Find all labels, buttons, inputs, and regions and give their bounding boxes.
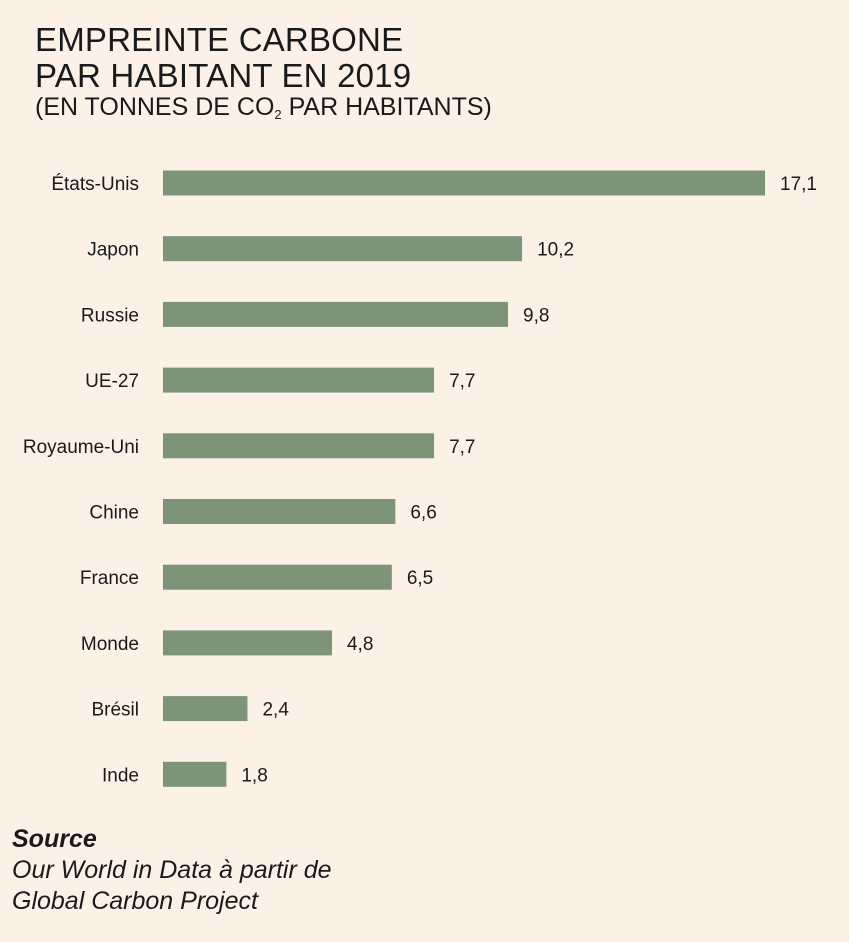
category-label-6: France — [80, 568, 139, 589]
category-label-8: Brésil — [91, 700, 139, 721]
source-note: Source Our World in Data à partir de Glo… — [12, 824, 332, 917]
value-label-2: 9,8 — [523, 305, 549, 326]
category-label-5: Chine — [89, 503, 139, 524]
bar-0 — [163, 170, 765, 196]
chart-title: EMPREINTE CARBONE PAR HABITANT EN 2019 — [35, 22, 411, 94]
subtitle-subscript: 2 — [274, 107, 282, 122]
chart-title-line-1: EMPREINTE CARBONE — [35, 21, 404, 58]
category-label-1: Japon — [87, 240, 139, 261]
bar-3 — [163, 367, 435, 393]
bar-6 — [163, 564, 392, 590]
value-label-8: 2,4 — [262, 700, 289, 721]
value-label-3: 7,7 — [449, 371, 475, 392]
bar-8 — [163, 696, 248, 722]
bar-5 — [163, 499, 396, 524]
category-label-9: Inde — [102, 765, 139, 786]
bar-4 — [163, 433, 435, 459]
chart-subtitle: (EN TONNES DE CO2 PAR HABITANTS) — [35, 92, 492, 130]
bar-9 — [163, 761, 227, 787]
bar-2 — [163, 301, 509, 327]
value-label-6: 6,5 — [407, 568, 433, 589]
value-label-9: 1,8 — [241, 765, 267, 786]
source-heading: Source — [12, 825, 97, 853]
value-label-7: 4,8 — [347, 634, 373, 655]
category-label-2: Russie — [81, 305, 139, 326]
chart-title-line-2: PAR HABITANT EN 2019 — [35, 57, 412, 94]
bar-1 — [163, 236, 523, 262]
bar-chart: États-Unis 17,1 Japon 10,2 Russie 9,8 UE-27 7,7… — [23, 170, 817, 787]
category-label-3: UE-27 — [85, 371, 139, 392]
value-label-5: 6,6 — [410, 503, 436, 524]
value-label-0: 17,1 — [780, 174, 817, 195]
subtitle-prefix: (EN TONNES DE CO — [35, 93, 275, 121]
category-label-4: Royaume-Uni — [23, 437, 139, 458]
category-label-7: Monde — [81, 634, 139, 655]
source-line-1: Our World in Data à partir de — [12, 856, 332, 884]
bar-7 — [163, 630, 332, 656]
subtitle-suffix: PAR HABITANTS) — [281, 93, 492, 121]
value-label-1: 10,2 — [537, 240, 574, 261]
source-line-2: Global Carbon Project — [12, 887, 258, 915]
category-label-0: États-Unis — [51, 174, 139, 195]
value-label-4: 7,7 — [449, 437, 475, 458]
